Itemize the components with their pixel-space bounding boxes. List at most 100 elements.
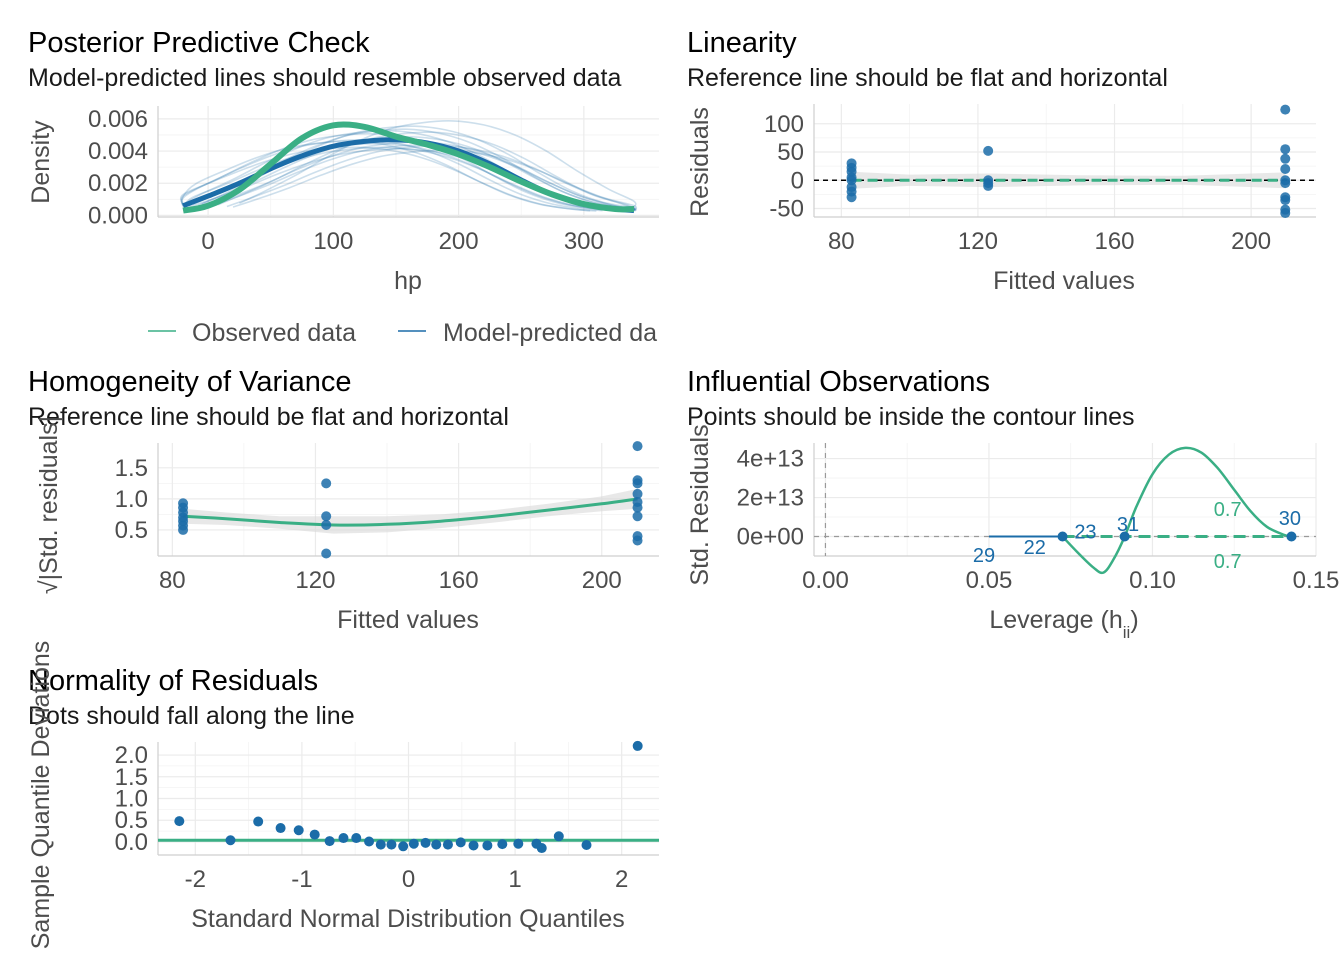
linearity-xlabel: Fitted values: [993, 267, 1135, 295]
ppc-xtick-label: 0: [201, 228, 214, 255]
linearity-xtick-label: 200: [1231, 228, 1271, 255]
linearity-point: [983, 145, 994, 156]
normality-xtick-label: 0: [402, 866, 415, 893]
normality-point: [420, 837, 431, 848]
normality-subtitle: Dots should fall along the line: [28, 702, 355, 730]
linearity-ytick-label: 0: [791, 167, 804, 194]
influential-contour-line: [1061, 446, 1292, 575]
linearity-xtick-label: 80: [828, 228, 855, 255]
homogeneity-point: [632, 478, 643, 489]
normality-point: [398, 841, 409, 852]
homogeneity-point: [632, 502, 643, 513]
linearity-point: [1280, 195, 1291, 206]
normality-point: [338, 833, 349, 844]
ppc-legend: Observed data Model-predicted da: [148, 319, 657, 347]
linearity-xtick-label: 120: [958, 228, 998, 255]
influential-title: Influential Observations: [687, 366, 990, 398]
normality-xtick-label: 1: [508, 866, 521, 893]
homogeneity-xtick-label: 160: [439, 567, 479, 594]
ppc-xtick-label: 100: [313, 228, 353, 255]
homogeneity-point: [632, 535, 643, 546]
homogeneity-ylabel: √|Std. residuals|: [35, 416, 63, 594]
normality-ytick-label: 2.0: [115, 742, 148, 769]
normality-point: [225, 835, 236, 846]
linearity-point: [846, 192, 857, 203]
normality-ytick-label: 1.5: [115, 764, 148, 791]
ppc-predicted-draw-line: [197, 135, 635, 212]
influential-plot-area: 0.00 0.05 0.10 0.15 0e+00 2e+13 4e+13 29 22 23 31 3…: [737, 443, 1339, 594]
linearity-point: [1280, 208, 1291, 219]
influential-subtitle: Points should be inside the contour line…: [687, 403, 1135, 431]
ppc-xtick-label: 300: [564, 228, 604, 255]
normality-xtick-label: -1: [291, 866, 312, 893]
normality-point: [174, 816, 185, 827]
homogeneity-fit-line: [183, 497, 638, 527]
normality-point: [293, 825, 304, 836]
normality-point: [375, 839, 386, 850]
normality-point: [386, 839, 397, 850]
ppc-predicted-draw-line: [226, 144, 636, 212]
ppc-observed-line: [182, 121, 635, 214]
normality-ylabel: Sample Quantile Deviations: [27, 641, 55, 950]
normality-xlabel: Standard Normal Distribution Quantiles: [191, 905, 625, 933]
homogeneity-plot-area: 80 120 160 200 0.5 1.0 1.5: [115, 441, 659, 594]
linearity-xtick-label: 160: [1094, 228, 1134, 255]
normality-point: [442, 839, 453, 850]
normality-point: [408, 838, 419, 849]
normality-point: [253, 816, 264, 827]
ppc-ytick-label: 0.004: [88, 138, 148, 165]
influential-ylabel: Std. Residuals: [686, 424, 714, 585]
homogeneity-point: [178, 524, 189, 535]
normality-point: [309, 829, 320, 840]
homogeneity-xtick-label: 200: [582, 567, 622, 594]
linearity-ytick-label: 50: [777, 139, 804, 166]
homogeneity-point: [321, 519, 332, 530]
linearity-ytick-label: 100: [764, 111, 804, 138]
normality-point: [455, 837, 466, 848]
linearity-point: [1280, 163, 1291, 174]
homogeneity-ytick-label: 1.5: [115, 455, 148, 482]
normality-point: [536, 843, 547, 854]
ppc-ylabel: Density: [27, 120, 55, 204]
panel-normality: Normality of Residuals Dots should fall …: [27, 641, 659, 950]
homogeneity-point: [321, 478, 332, 489]
normality-xtick-label: 2: [615, 866, 628, 893]
normality-plot-area: -2 -1 0 1 2 0.00.51.01.52.0: [115, 740, 659, 893]
influential-xlabel: Leverage (hii): [989, 606, 1138, 642]
homogeneity-ytick-label: 0.5: [115, 517, 148, 544]
linearity-title: Linearity: [687, 27, 797, 59]
normality-point: [513, 838, 524, 849]
ppc-predicted-draw-line: [180, 146, 597, 212]
homogeneity-xlabel: Fitted values: [337, 606, 479, 634]
panel-linearity: Linearity Reference line should be flat …: [686, 27, 1316, 295]
legend-label-predicted: Model-predicted da: [443, 319, 657, 347]
panel-influential: Influential Observations Points should b…: [686, 366, 1339, 642]
linearity-point: [1280, 178, 1291, 189]
normality-point: [468, 840, 479, 851]
influential-ytick-label: 0e+00: [737, 524, 804, 551]
linearity-ylabel: Residuals: [686, 107, 714, 217]
ppc-xlabel: hp: [394, 267, 422, 295]
linearity-subtitle: Reference line should be flat and horizo…: [687, 64, 1168, 92]
influential-ytick-label: 2e+13: [737, 485, 804, 512]
influential-xtick-label: 0.05: [966, 567, 1013, 594]
normality-point: [324, 836, 335, 847]
influential-ytick-label: 4e+13: [737, 446, 804, 473]
influential-point: [1286, 531, 1297, 542]
normality-point: [364, 836, 375, 847]
normality-ytick-label: 0.0: [115, 829, 148, 856]
linearity-point: [1280, 104, 1291, 115]
influential-contour-label: 0.7: [1214, 499, 1242, 521]
ppc-title: Posterior Predictive Check: [28, 27, 370, 59]
influential-point-label: 31: [1117, 514, 1139, 536]
influential-point: [1057, 531, 1068, 542]
legend-label-observed: Observed data: [192, 319, 356, 347]
influential-contour-label: 0.7: [1214, 551, 1242, 573]
normality-point: [553, 831, 564, 842]
homogeneity-point: [321, 511, 332, 522]
influential-point-label: 22: [1024, 537, 1046, 559]
influential-xtick-label: 0.10: [1129, 567, 1176, 594]
influential-xtick-label: 0.00: [802, 567, 849, 594]
